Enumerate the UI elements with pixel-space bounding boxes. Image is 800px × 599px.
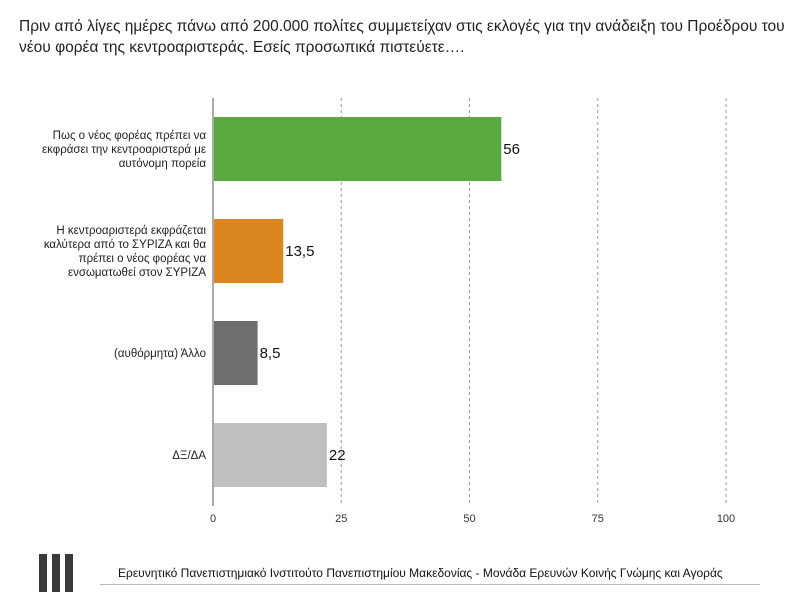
bar xyxy=(214,219,284,283)
bar-chart: Πως ο νέος φορέας πρέπει να εκφράσει την … xyxy=(42,98,735,525)
category-label-line: (αυθόρμητα) Άλλο xyxy=(114,348,206,360)
x-tick-label: 100 xyxy=(717,513,735,525)
x-axis-ticks: 0 25 50 75 100 xyxy=(210,513,735,525)
category-labels: Πως ο νέος φορέας πρέπει να εκφράσει την … xyxy=(42,130,206,462)
chart-title: Πριν από λίγες ημέρες πάνω από 200.000 π… xyxy=(19,18,785,56)
value-label: 56 xyxy=(503,141,520,158)
x-tick-label: 0 xyxy=(210,513,216,525)
value-label: 8,5 xyxy=(260,345,281,362)
category-label-line: πρέπει ο νέος φορέας να xyxy=(79,253,207,265)
category-label-line: καλύτερα από το ΣΥΡΙΖΑ και θα xyxy=(44,239,207,251)
category-label: (αυθόρμητα) Άλλο xyxy=(114,348,206,360)
category-label: Πως ο νέος φορέας πρέπει να εκφράσει την … xyxy=(42,130,206,170)
x-tick-label: 75 xyxy=(592,513,604,525)
category-label-line: αυτόνομη πορεία xyxy=(119,158,207,170)
category-label: ΔΞ/ΔΑ xyxy=(172,450,206,462)
bars xyxy=(214,117,502,487)
category-label-line: ενσωματωθεί στον ΣΥΡΙΖΑ xyxy=(68,267,206,279)
x-tick-label: 25 xyxy=(335,513,347,525)
value-label: 13,5 xyxy=(285,243,314,260)
footer-source: Ερευνητικό Πανεπιστημιακό Ινστιτούτο Παν… xyxy=(118,566,723,580)
category-label-line: ΔΞ/ΔΑ xyxy=(172,450,206,462)
footer-divider xyxy=(100,584,760,585)
x-tick-label: 50 xyxy=(463,513,475,525)
value-labels: 56 13,5 8,5 22 xyxy=(260,141,520,464)
value-label: 22 xyxy=(329,447,346,464)
bar xyxy=(214,321,258,385)
university-columns-logo xyxy=(39,554,73,592)
category-label: Η κεντροαριστερά εκφράζεται καλύτερα από … xyxy=(44,225,207,279)
bar xyxy=(214,423,327,487)
category-label-line: Πως ο νέος φορέας πρέπει να xyxy=(53,130,207,142)
category-label-line: Η κεντροαριστερά εκφράζεται xyxy=(56,225,206,237)
bar xyxy=(214,117,502,181)
category-label-line: εκφράσει την κεντροαριστερά με xyxy=(42,144,206,156)
